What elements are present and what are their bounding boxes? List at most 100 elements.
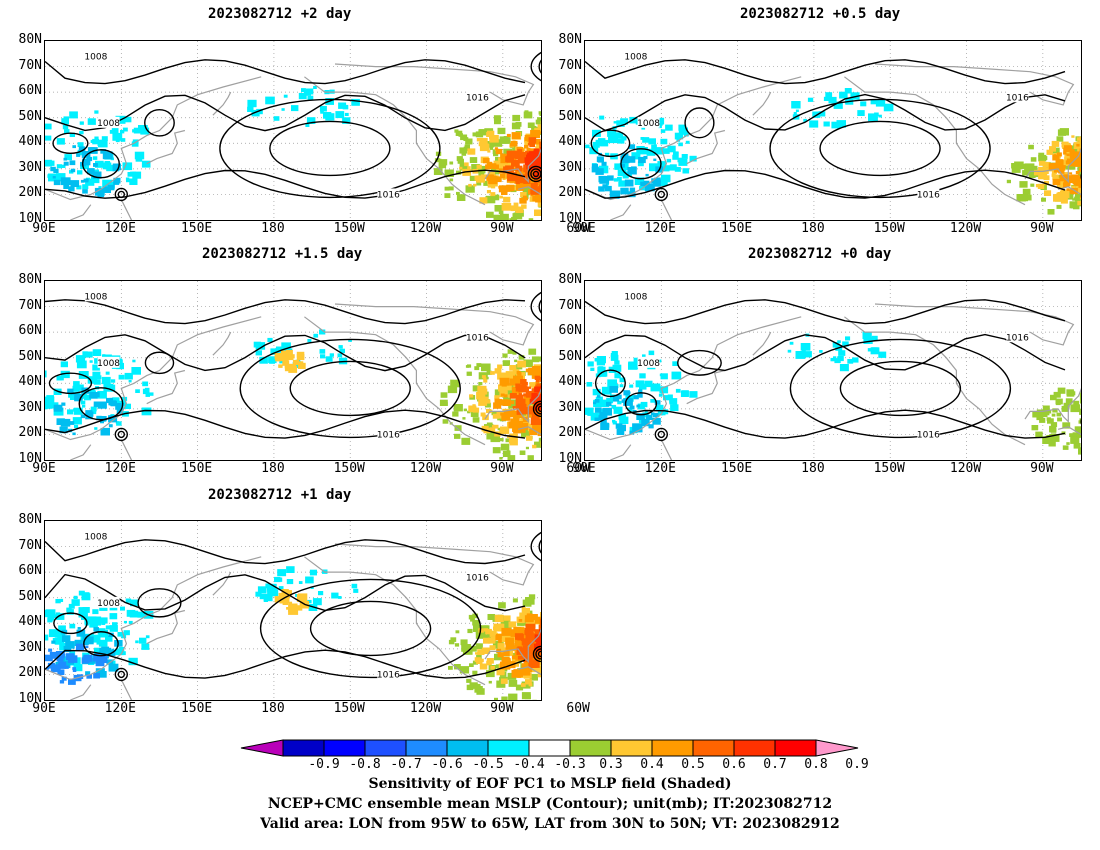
shade-cell	[98, 669, 104, 674]
shade-cell	[524, 197, 529, 201]
shade-cell	[56, 138, 65, 145]
contour-label: 1016	[466, 573, 489, 583]
shade-cell	[1057, 129, 1066, 136]
shade-cell	[497, 364, 503, 369]
shade-cell	[149, 392, 154, 396]
shade-cell	[307, 95, 314, 101]
shade-cell	[508, 621, 517, 628]
shade-cell	[59, 426, 68, 434]
shade-cell	[76, 185, 82, 190]
shade-cell	[585, 407, 594, 415]
shade-cell	[263, 594, 273, 602]
coastline-segment	[1057, 426, 1081, 436]
shade-cell	[537, 671, 541, 678]
asian-contour	[137, 588, 182, 618]
shade-cell	[653, 158, 657, 161]
shade-cell	[82, 184, 89, 189]
shade-cell	[512, 114, 521, 122]
shade-cell	[669, 398, 678, 405]
shade-cell	[502, 177, 506, 180]
shade-cell	[454, 643, 460, 647]
shade-cell	[494, 176, 502, 183]
shade-cell	[493, 115, 501, 121]
contour-label-bg	[84, 50, 107, 62]
shade-cell	[1030, 157, 1037, 162]
shade-cell	[485, 195, 496, 204]
shade-cell	[80, 400, 86, 405]
shade-cell	[96, 621, 102, 626]
coastline-segment	[304, 316, 486, 446]
shade-cell	[604, 152, 610, 157]
shade-cell	[480, 412, 486, 417]
shade-cell	[857, 110, 865, 116]
lat-tick-label: 50N	[18, 588, 42, 604]
shade-cell	[530, 130, 541, 138]
lat-tick-label: 70N	[18, 297, 42, 313]
caption-line-2: NCEP+CMC ensemble mean MSLP (Contour); u…	[267, 796, 833, 812]
shade-cell	[78, 146, 86, 152]
shade-cell	[45, 123, 52, 130]
isobar-1016-mid	[585, 333, 1066, 372]
shade-cell	[474, 366, 480, 371]
shade-cell	[131, 367, 141, 375]
shade-cell	[616, 428, 625, 435]
shade-cell	[1056, 136, 1064, 142]
shade-cell	[77, 627, 81, 630]
shade-cell	[535, 380, 540, 385]
shade-cell	[488, 180, 493, 184]
coastline-segment	[45, 556, 262, 681]
shade-cell	[279, 359, 285, 364]
coastline-segment	[517, 426, 541, 436]
shade-cell	[515, 398, 526, 407]
shade-cell	[93, 673, 100, 679]
shade-cell	[1056, 156, 1060, 160]
shade-cell	[605, 185, 612, 192]
contour-label: 1008	[637, 359, 660, 369]
shade-cell	[476, 165, 486, 174]
shade-cell	[839, 91, 848, 99]
shade-cell	[833, 101, 843, 109]
lon-tick-label: 90W	[1030, 461, 1054, 476]
shade-cell	[1043, 175, 1050, 181]
lon-tick-label: 150E	[720, 221, 753, 236]
contour-label-bg	[377, 428, 400, 440]
tropical-cyclone-contour	[532, 645, 541, 663]
shade-cell	[292, 359, 300, 365]
shade-cell	[642, 137, 650, 143]
shade-cell	[120, 606, 125, 611]
shade-cell	[675, 151, 679, 155]
shade-cell	[101, 376, 111, 385]
shade-cell	[522, 187, 531, 194]
shade-cell	[850, 92, 860, 100]
shade-cell	[1055, 398, 1063, 405]
mslp-contours	[585, 59, 1081, 202]
negative-sensitivity-cyan	[585, 350, 698, 434]
lon-tick-label: 90E	[572, 461, 596, 476]
shade-cell	[309, 569, 317, 576]
shade-cell	[538, 624, 541, 629]
shade-cell	[508, 400, 519, 409]
colorbar-swatch	[569, 739, 612, 757]
shade-cell	[476, 363, 482, 367]
coastline-segment	[70, 684, 92, 700]
shade-cell	[633, 395, 639, 400]
typhoon-contour	[117, 670, 126, 679]
negative-sensitivity-blue	[53, 387, 124, 436]
shade-cell	[107, 184, 115, 191]
shade-cell	[838, 350, 842, 354]
asian-contour	[620, 148, 662, 180]
shade-cell	[1052, 154, 1057, 158]
shade-cell	[99, 629, 108, 637]
shade-cell	[255, 342, 266, 350]
shade-cell	[499, 195, 503, 199]
shade-cell	[620, 187, 629, 195]
shade-cell	[463, 408, 467, 412]
shade-cell	[467, 410, 471, 414]
shade-cell	[852, 357, 859, 363]
shade-cell	[534, 209, 541, 216]
shade-cell	[1047, 410, 1052, 414]
shade-cell	[108, 663, 119, 672]
shade-cell	[639, 373, 646, 379]
typhoon-contour	[654, 187, 669, 202]
shade-cell	[115, 403, 124, 410]
